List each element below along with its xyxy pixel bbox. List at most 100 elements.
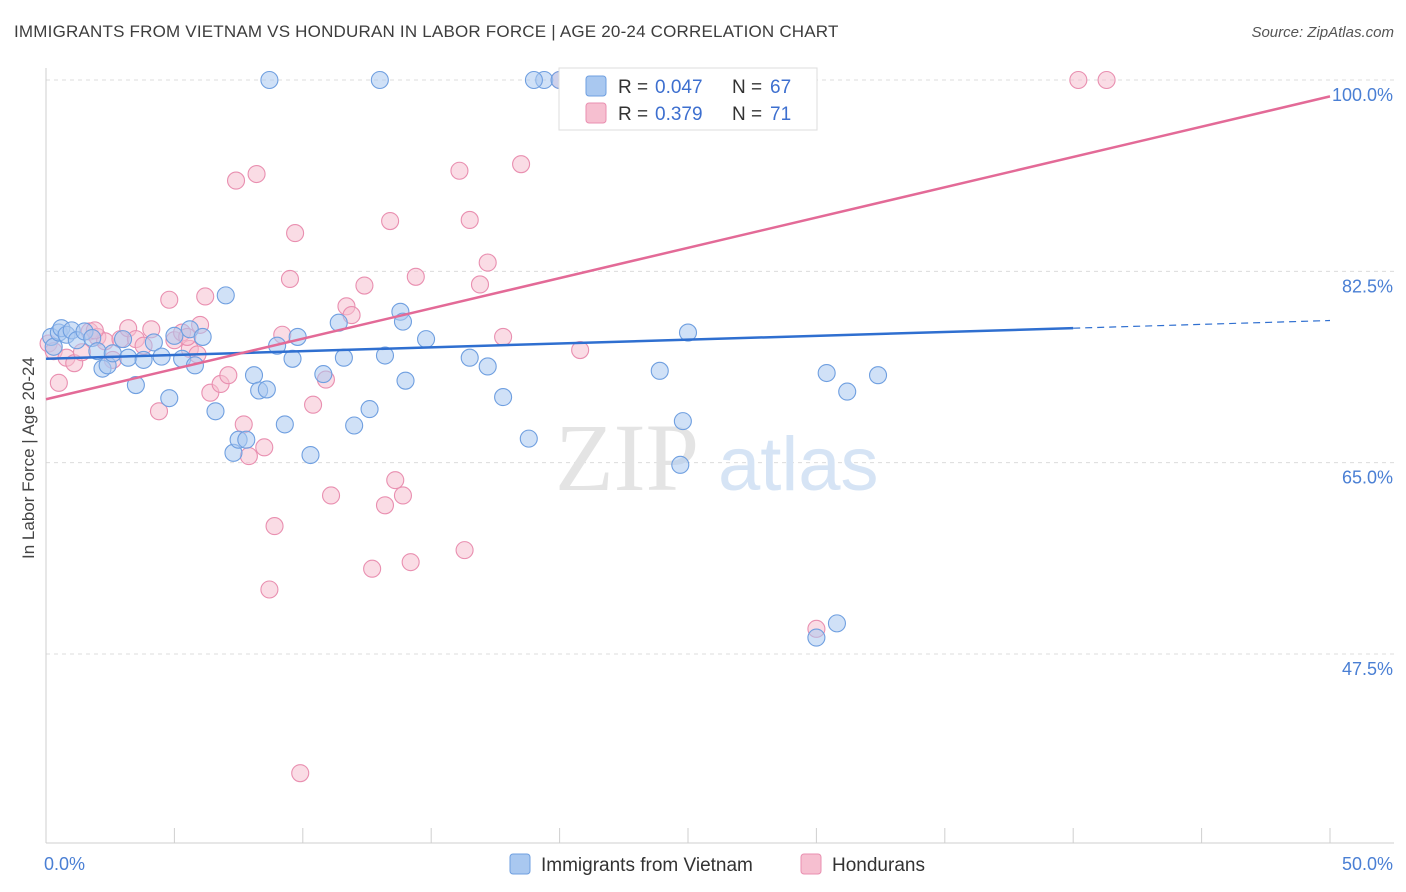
series-legend-honduran: Hondurans (832, 855, 925, 876)
axes (45, 68, 1394, 844)
y-tick-label: 47.5% (1342, 659, 1393, 679)
correlation-legend: R = 0.047 N = 67 R = 0.379 N = 71 (558, 67, 818, 131)
watermark-atlas: atlas (718, 422, 879, 507)
vietnam-point (807, 628, 826, 647)
vietnam-point (360, 400, 379, 419)
vietnam-point (244, 366, 264, 385)
legend-swatch-honduran (585, 102, 607, 124)
honduran-point (260, 580, 279, 599)
vietnam-point (519, 429, 538, 448)
vietnam-trend-line (45, 326, 1074, 361)
legend-n-label-vietnam: N = (732, 77, 762, 98)
honduran-point (450, 161, 469, 180)
honduran-point (406, 267, 425, 286)
vietnam-point (113, 330, 133, 349)
legend-swatch-vietnam (585, 75, 607, 97)
y-tick-label: 65.0% (1342, 468, 1393, 488)
honduran-point (160, 290, 179, 309)
vietnam-point (165, 326, 184, 345)
honduran-point (1097, 70, 1116, 90)
vietnam-point (460, 348, 479, 367)
honduran-point (393, 486, 413, 505)
legend-r-value-honduran: 0.379 (655, 104, 703, 125)
vietnam-point (375, 346, 395, 365)
x-tick-label: 0.0% (44, 854, 85, 874)
vietnam-trend-extension (1073, 319, 1331, 329)
vietnam-point (650, 361, 669, 380)
vietnam-points (42, 70, 888, 647)
vietnam-point (417, 330, 436, 349)
watermark: ZIP atlas (555, 404, 879, 511)
honduran-point (149, 402, 169, 421)
vietnam-point (216, 286, 235, 305)
honduran-point (280, 269, 300, 289)
vietnam-point (868, 366, 888, 385)
honduran-point (478, 253, 497, 272)
honduran-point (265, 517, 284, 536)
honduran-point (291, 764, 310, 783)
vietnam-point (103, 344, 122, 363)
honduran-point (321, 486, 341, 505)
honduran-point (494, 327, 513, 346)
x-tick-label: 50.0% (1342, 854, 1393, 874)
vietnam-point (370, 70, 389, 90)
series-legend: Immigrants from Vietnam Hondurans (509, 853, 925, 876)
vietnam-point (257, 380, 276, 399)
honduran-point (571, 341, 590, 360)
honduran-trend-line (45, 95, 1331, 401)
vietnam-point (673, 412, 692, 431)
legend-r-label-vietnam: R = (618, 77, 648, 98)
vietnam-point (301, 445, 320, 465)
honduran-point (381, 211, 400, 231)
grid-lines (46, 79, 1394, 655)
vietnam-point (206, 402, 225, 421)
legend-r-label-honduran: R = (618, 104, 648, 125)
vietnam-point (827, 614, 846, 633)
vietnam-point (334, 348, 353, 367)
honduran-point (455, 541, 474, 560)
vietnam-point (396, 371, 415, 390)
vietnam-point (678, 323, 698, 342)
series-legend-vietnam: Immigrants from Vietnam (541, 855, 753, 876)
vietnam-point (144, 333, 163, 352)
legend-n-label-honduran: N = (732, 104, 762, 125)
honduran-point (470, 275, 490, 294)
honduran-point (226, 171, 246, 190)
vietnam-point (314, 365, 333, 384)
vietnam-point (345, 416, 364, 435)
honduran-point (219, 366, 238, 385)
chart-title: IMMIGRANTS FROM VIETNAM VS HONDURAN IN L… (14, 22, 839, 41)
vietnam-point (838, 382, 857, 401)
honduran-point (304, 395, 323, 414)
honduran-point (239, 447, 258, 466)
y-tick-label: 82.5% (1342, 276, 1393, 296)
trend-lines (45, 95, 1331, 401)
honduran-point (49, 373, 68, 392)
honduran-point (247, 164, 266, 184)
y-axis-label: In Labor Force | Age 20-24 (19, 357, 38, 559)
vietnam-point (134, 350, 153, 369)
honduran-point (286, 224, 305, 243)
legend-r-value-vietnam: 0.047 (655, 77, 703, 98)
honduran-point (196, 287, 215, 306)
y-tick-label: 100.0% (1332, 85, 1393, 105)
vietnam-point (393, 312, 413, 331)
x-tick-labels: 0.0% 50.0% (44, 854, 1393, 874)
legend-n-value-honduran: 71 (770, 104, 791, 125)
honduran-point (386, 471, 405, 490)
vietnam-point (160, 389, 179, 408)
honduran-point (512, 155, 531, 174)
vietnam-point (275, 415, 294, 434)
vietnam-point (494, 388, 513, 407)
honduran-point (1069, 70, 1088, 90)
vietnam-point (817, 363, 836, 383)
vietnam-point (126, 375, 145, 395)
honduran-point (355, 276, 374, 295)
vietnam-point (478, 357, 497, 376)
honduran-point (460, 210, 479, 229)
vietnam-point (524, 70, 543, 90)
legend-n-value-vietnam: 67 (770, 77, 791, 98)
y-tick-labels: 47.5% 65.0% 82.5% 100.0% (1332, 85, 1393, 679)
honduran-point (375, 496, 395, 515)
